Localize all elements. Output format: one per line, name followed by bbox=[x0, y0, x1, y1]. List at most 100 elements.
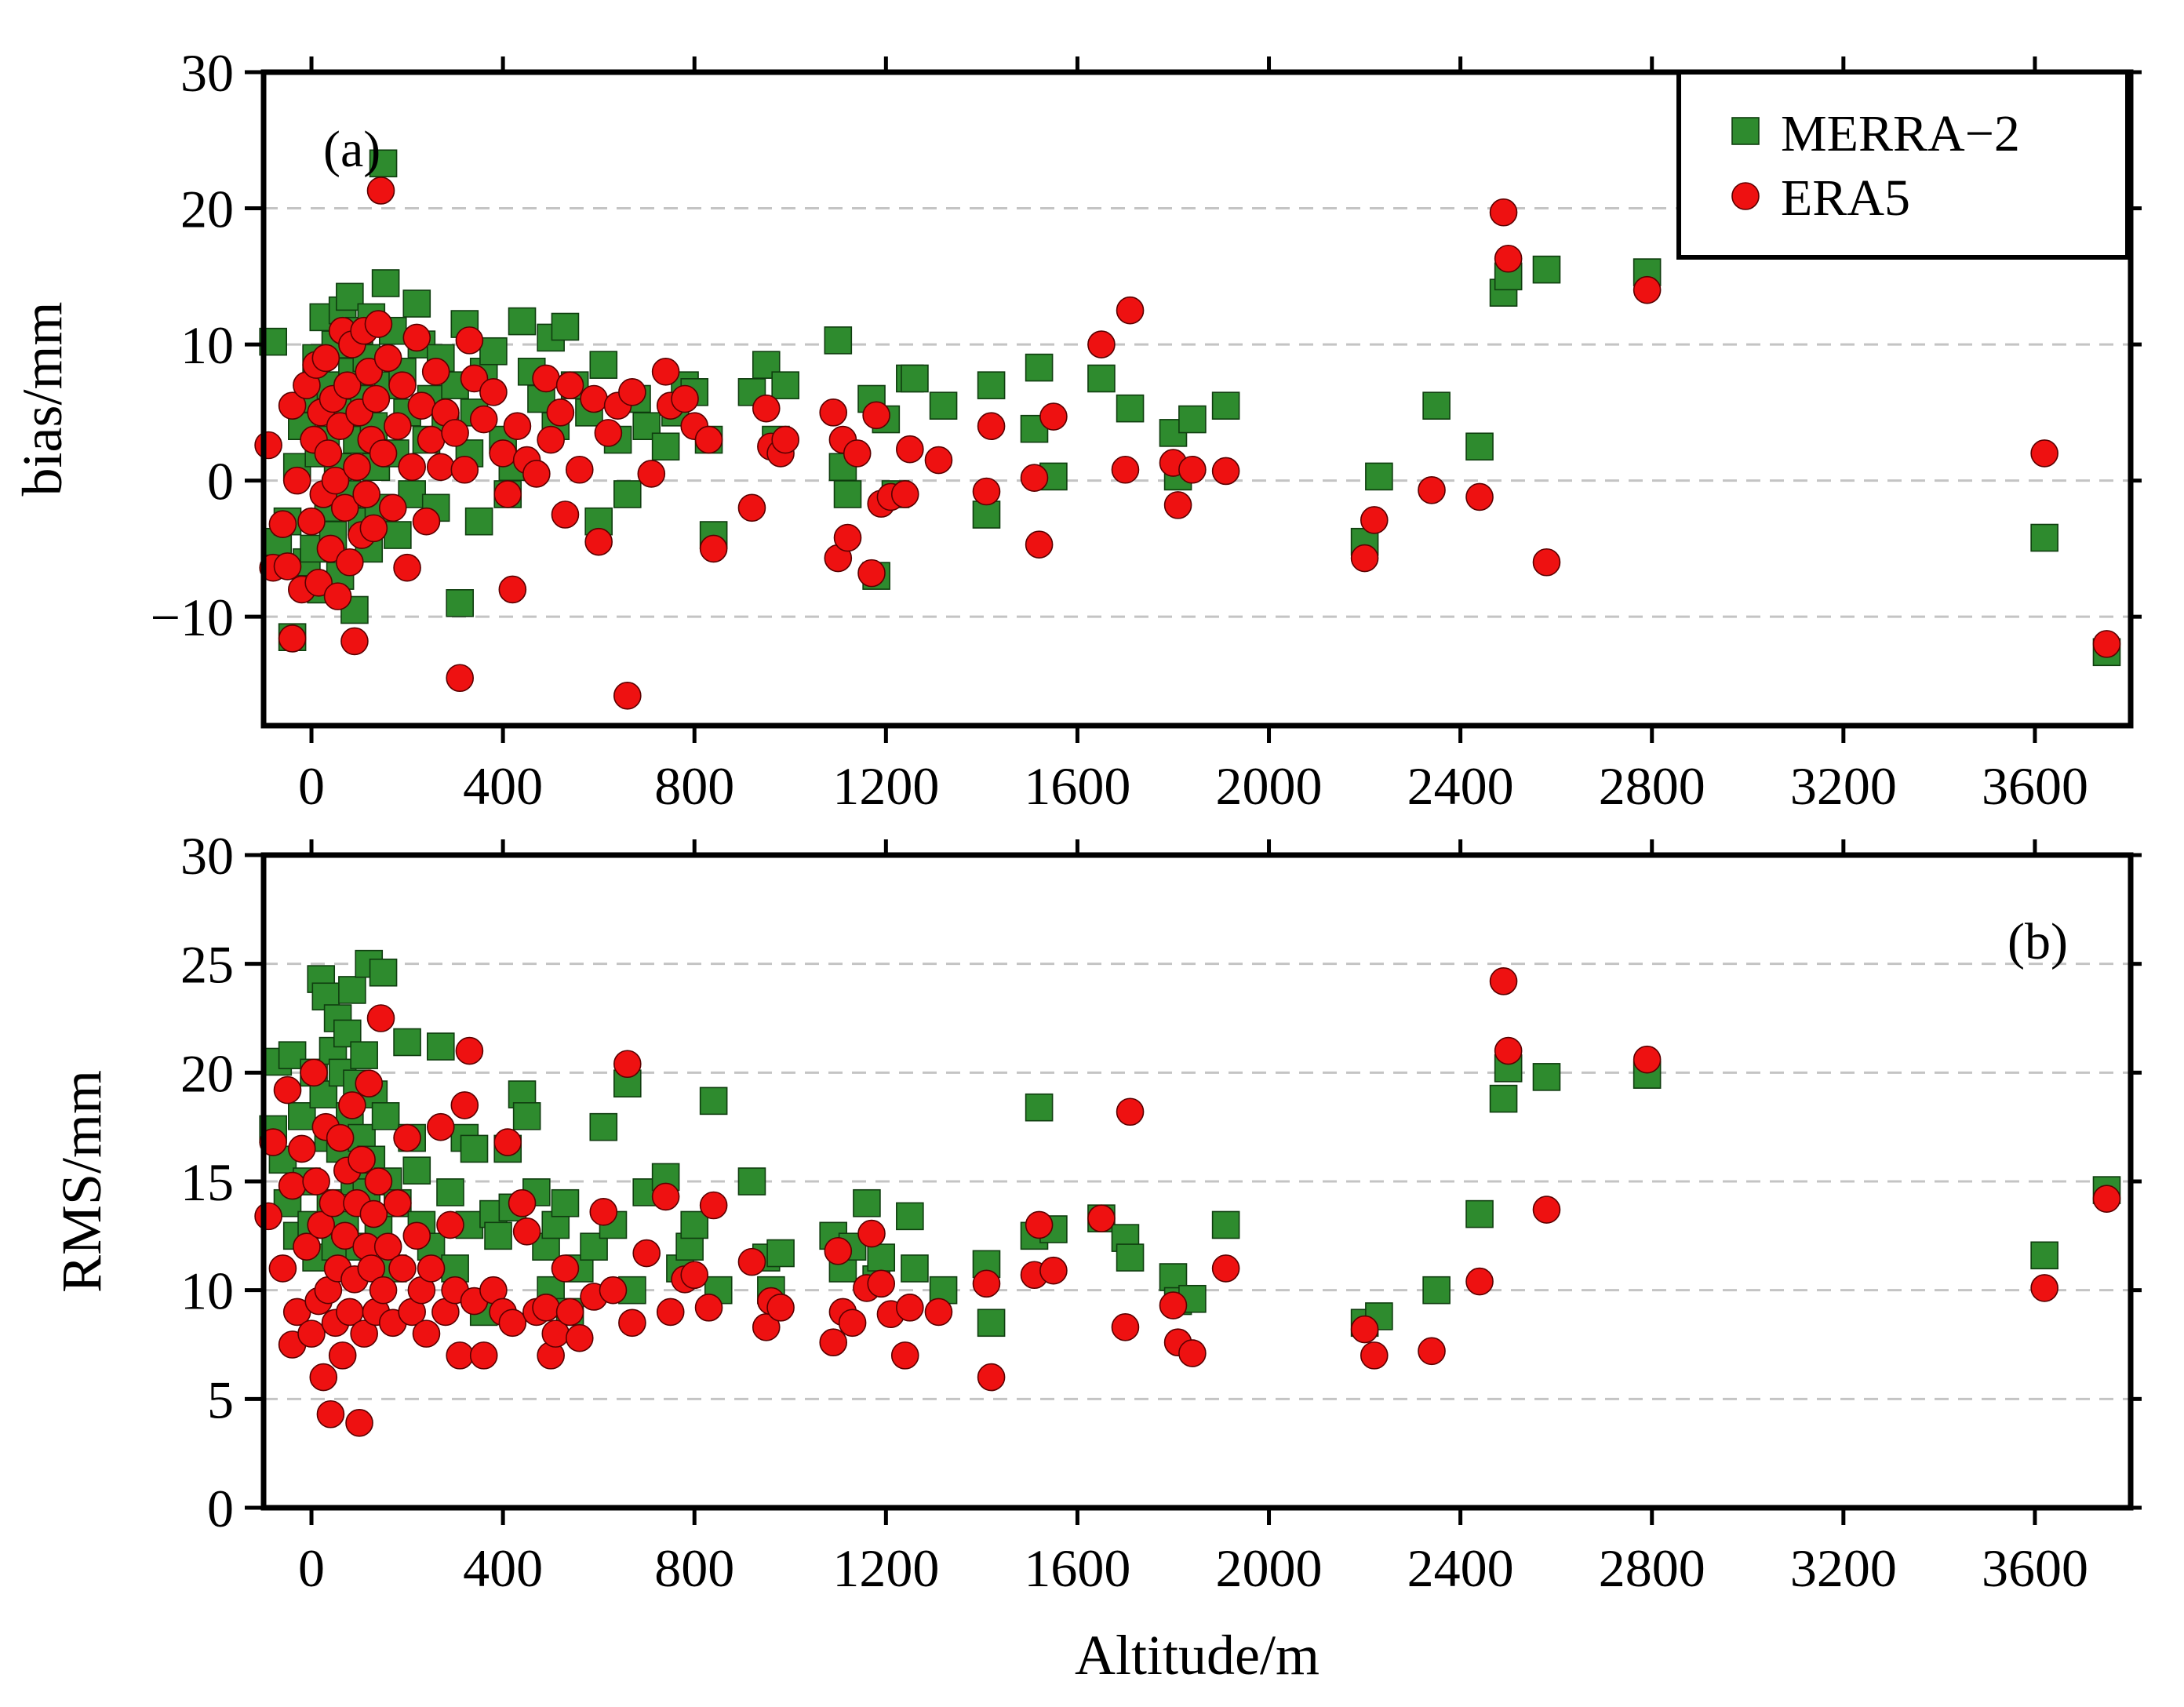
y-tick-label: 0 bbox=[207, 1479, 234, 1538]
x-tick-label: 2800 bbox=[1599, 756, 1705, 816]
data-point bbox=[412, 507, 441, 536]
data-point bbox=[2030, 523, 2058, 552]
data-point bbox=[1489, 1084, 1518, 1113]
data-point bbox=[1418, 475, 1446, 504]
data-point bbox=[1350, 544, 1379, 573]
data-point bbox=[326, 412, 355, 441]
data-point bbox=[460, 364, 489, 393]
data-point bbox=[498, 1308, 527, 1338]
data-point bbox=[867, 1243, 896, 1272]
data-point bbox=[364, 310, 393, 338]
data-point bbox=[362, 384, 391, 413]
data-point bbox=[366, 1004, 395, 1032]
data-point bbox=[333, 371, 362, 399]
x-tick-label: 3600 bbox=[1982, 756, 2088, 816]
data-point bbox=[737, 1247, 766, 1276]
data-point bbox=[537, 425, 565, 454]
data-point bbox=[1532, 255, 1561, 284]
data-point bbox=[450, 455, 479, 484]
data-point bbox=[977, 371, 1006, 399]
data-point bbox=[1178, 405, 1207, 434]
y-axis-title: RMS/mm bbox=[50, 1070, 113, 1293]
panel-b-rms: 0 5 10 15 20 25 30 0 400 800 1200 1600 2000 2400 2800 3… bbox=[50, 826, 2142, 1687]
data-point bbox=[300, 1058, 328, 1087]
data-point bbox=[345, 1409, 373, 1437]
x-tick-label: 1600 bbox=[1024, 1538, 1130, 1598]
data-point bbox=[402, 289, 431, 318]
data-point bbox=[384, 412, 412, 441]
data-point bbox=[388, 371, 417, 399]
data-point bbox=[890, 1341, 919, 1370]
data-point bbox=[551, 500, 580, 529]
x-tick-label: 1600 bbox=[1024, 756, 1130, 816]
data-point bbox=[1116, 296, 1145, 325]
data-point bbox=[359, 514, 388, 543]
data-point bbox=[297, 1319, 326, 1348]
data-point bbox=[555, 371, 584, 399]
data-point bbox=[388, 1254, 417, 1283]
data-point bbox=[359, 1199, 388, 1228]
data-point bbox=[355, 1069, 384, 1097]
data-point bbox=[407, 391, 436, 420]
data-point bbox=[853, 1188, 881, 1217]
data-point bbox=[326, 1123, 355, 1152]
data-point bbox=[1633, 275, 1662, 304]
data-point bbox=[1465, 482, 1494, 511]
data-point bbox=[1465, 1199, 1494, 1228]
data-point bbox=[352, 480, 381, 508]
data-point bbox=[1116, 1243, 1145, 1272]
data-point bbox=[469, 1341, 498, 1370]
data-point bbox=[278, 624, 307, 653]
data-point bbox=[555, 1298, 584, 1327]
data-point bbox=[1025, 353, 1054, 382]
data-point bbox=[1178, 1339, 1207, 1367]
data-point bbox=[901, 364, 929, 393]
data-point bbox=[651, 432, 680, 461]
data-point bbox=[1163, 491, 1192, 519]
data-point bbox=[589, 1112, 618, 1141]
data-point bbox=[503, 412, 532, 441]
data-point bbox=[338, 976, 366, 1004]
data-point bbox=[771, 425, 799, 454]
data-point bbox=[857, 559, 886, 588]
data-point bbox=[580, 1232, 608, 1261]
data-point bbox=[268, 1254, 297, 1283]
data-point bbox=[398, 453, 426, 482]
y-axis-title: bias/mm bbox=[11, 302, 74, 497]
data-point bbox=[680, 1261, 709, 1290]
data-point bbox=[512, 1217, 541, 1246]
data-point bbox=[632, 412, 661, 441]
data-point bbox=[1365, 462, 1393, 491]
data-point bbox=[699, 1191, 728, 1220]
data-point bbox=[1211, 391, 1240, 420]
data-point bbox=[565, 1323, 594, 1352]
x-tick-label: 2800 bbox=[1599, 1538, 1705, 1598]
data-point bbox=[316, 534, 345, 563]
x-tick-label: 0 bbox=[298, 1538, 325, 1598]
y-tick-label: 10 bbox=[180, 1261, 234, 1321]
data-point bbox=[464, 507, 493, 536]
data-point bbox=[393, 1123, 421, 1152]
data-point bbox=[369, 149, 398, 178]
data-point bbox=[436, 1178, 464, 1207]
x-tick-label: 400 bbox=[463, 1538, 543, 1598]
x-tick-label: 3200 bbox=[1790, 1538, 1897, 1598]
data-point bbox=[288, 1134, 316, 1163]
data-point bbox=[489, 439, 517, 468]
data-point bbox=[402, 1221, 431, 1250]
data-point bbox=[441, 419, 469, 447]
data-point bbox=[977, 1363, 1006, 1392]
data-point bbox=[632, 1239, 661, 1268]
data-point bbox=[436, 1210, 464, 1239]
data-point bbox=[977, 412, 1006, 441]
data-point bbox=[1360, 1341, 1389, 1370]
x-tick-label: 800 bbox=[654, 756, 734, 816]
data-point bbox=[302, 1167, 330, 1196]
data-point bbox=[1532, 1196, 1561, 1224]
data-point bbox=[833, 480, 862, 508]
data-point bbox=[1039, 1256, 1068, 1285]
data-point bbox=[304, 568, 333, 597]
data-point bbox=[867, 1269, 896, 1298]
data-point bbox=[819, 1328, 848, 1357]
data-point bbox=[384, 1188, 412, 1217]
